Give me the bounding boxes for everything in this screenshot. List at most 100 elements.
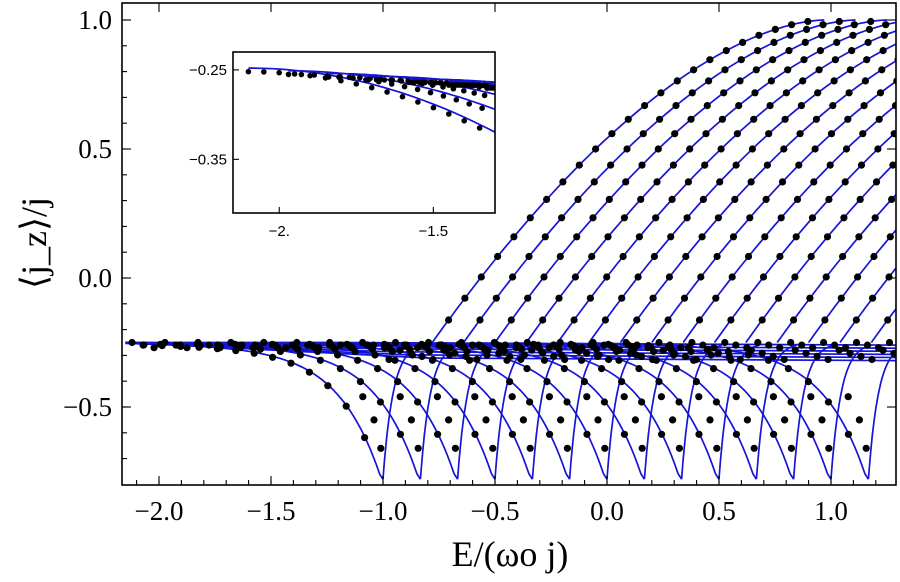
data-point bbox=[722, 47, 730, 55]
y-axis-label: ⟨j_z⟩/j bbox=[14, 197, 54, 289]
data-point bbox=[890, 349, 896, 357]
data-point bbox=[336, 365, 344, 373]
data-point bbox=[637, 195, 645, 203]
data-point bbox=[608, 130, 616, 138]
data-point bbox=[671, 130, 679, 138]
y-tick-label: −0.5 bbox=[63, 392, 112, 422]
inset-data-point bbox=[461, 118, 468, 124]
data-point bbox=[737, 56, 745, 64]
data-point bbox=[802, 349, 810, 357]
data-point bbox=[781, 416, 789, 424]
upper-branch-8 bbox=[682, 104, 896, 343]
data-point bbox=[808, 214, 817, 222]
main-plot-area bbox=[125, 17, 896, 480]
data-point bbox=[673, 77, 681, 85]
data-point bbox=[824, 398, 833, 406]
data-point bbox=[765, 341, 773, 349]
inset-frame bbox=[232, 51, 496, 214]
data-point bbox=[884, 316, 892, 324]
data-point bbox=[702, 130, 710, 138]
data-point bbox=[563, 444, 572, 452]
data-point bbox=[848, 47, 856, 55]
inset-data-point bbox=[476, 125, 483, 131]
inset-data-point bbox=[346, 74, 353, 81]
data-point bbox=[818, 31, 826, 39]
data-point bbox=[770, 430, 778, 438]
data-point bbox=[882, 21, 890, 29]
data-point bbox=[750, 115, 758, 123]
data-point bbox=[684, 178, 693, 186]
data-point bbox=[878, 66, 886, 74]
cusp-left-branch-1 bbox=[140, 342, 422, 480]
data-point bbox=[769, 352, 777, 360]
data-point bbox=[793, 195, 802, 203]
data-point bbox=[618, 294, 626, 302]
data-point bbox=[764, 356, 773, 364]
data-point bbox=[578, 344, 586, 352]
data-point bbox=[543, 195, 551, 203]
x-axis-label: E/(ωo j) bbox=[452, 534, 569, 574]
data-point bbox=[732, 430, 741, 438]
data-point bbox=[555, 294, 563, 302]
data-point bbox=[370, 416, 378, 424]
data-point bbox=[506, 352, 514, 360]
data-point bbox=[758, 316, 766, 324]
inset-plot: −2. −1.5 −0.25 −0.35 bbox=[189, 51, 496, 240]
data-point bbox=[249, 344, 257, 352]
data-point bbox=[790, 316, 798, 324]
data-point bbox=[879, 346, 887, 354]
data-point bbox=[139, 341, 147, 349]
data-point bbox=[457, 338, 465, 347]
inset-data-point bbox=[471, 90, 478, 96]
data-point bbox=[824, 355, 832, 364]
inset-data-point bbox=[285, 71, 292, 78]
data-point bbox=[477, 273, 485, 281]
data-point bbox=[801, 38, 809, 47]
data-point bbox=[688, 338, 696, 347]
data-point bbox=[558, 214, 566, 222]
data-point bbox=[863, 341, 872, 349]
data-point bbox=[418, 352, 426, 360]
data-point bbox=[348, 344, 356, 352]
data-point bbox=[736, 77, 744, 85]
inset-data-point bbox=[411, 79, 417, 86]
data-point bbox=[746, 214, 754, 222]
data-point bbox=[776, 344, 784, 352]
data-point bbox=[716, 178, 724, 186]
data-point bbox=[539, 349, 547, 357]
data-point bbox=[622, 338, 630, 347]
data-point bbox=[728, 273, 736, 281]
data-point bbox=[850, 21, 858, 29]
data-point bbox=[598, 365, 606, 373]
data-point bbox=[739, 38, 747, 47]
data-point bbox=[526, 214, 534, 222]
data-point bbox=[781, 115, 789, 123]
inset-y-tick-label: −0.35 bbox=[189, 151, 227, 168]
data-point bbox=[649, 294, 657, 302]
data-point bbox=[834, 25, 842, 33]
data-point bbox=[293, 338, 301, 347]
data-point bbox=[852, 316, 860, 324]
data-point bbox=[451, 398, 459, 406]
data-point bbox=[747, 346, 755, 354]
data-point bbox=[684, 344, 693, 352]
data-point bbox=[407, 416, 415, 424]
inset-data-point bbox=[368, 84, 375, 91]
data-point bbox=[654, 145, 662, 153]
data-point bbox=[603, 273, 611, 281]
data-point bbox=[782, 89, 791, 97]
data-point bbox=[592, 145, 600, 153]
data-point bbox=[655, 338, 663, 347]
data-point bbox=[482, 416, 490, 424]
data-point bbox=[488, 398, 496, 406]
inset-data-point bbox=[479, 105, 485, 111]
data-point bbox=[540, 356, 549, 364]
data-point bbox=[572, 346, 580, 354]
data-point bbox=[712, 398, 721, 406]
data-point bbox=[575, 161, 583, 169]
data-point bbox=[718, 115, 727, 123]
data-point bbox=[811, 145, 819, 153]
data-point bbox=[559, 178, 567, 186]
data-point bbox=[507, 316, 515, 324]
data-point bbox=[792, 233, 800, 241]
